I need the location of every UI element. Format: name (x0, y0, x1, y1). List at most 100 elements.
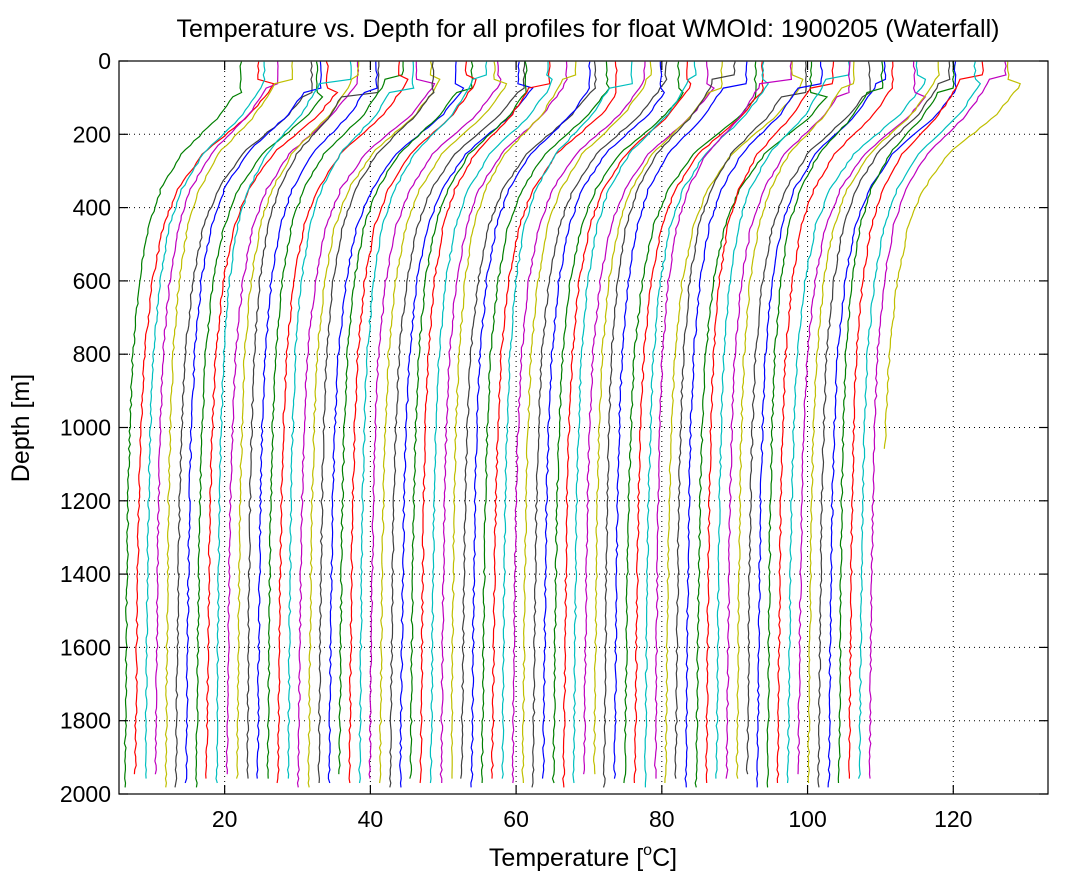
profile-line (745, 61, 871, 775)
profile-line (786, 61, 927, 784)
profile-line (797, 61, 927, 775)
x-axis-label: Temperature [oC] (489, 842, 677, 872)
x-tick-label: 80 (649, 806, 675, 832)
profile-line (246, 61, 380, 779)
profile-line (883, 61, 1021, 449)
x-tick-label: 20 (212, 806, 238, 832)
profile-line (195, 61, 324, 788)
profile-line (133, 61, 275, 775)
profile-line (572, 61, 697, 784)
tick-layer: 20 40 60 80 100 12002004006008001000120014001… (60, 48, 1048, 832)
profile-line (674, 61, 807, 779)
profile-line (827, 61, 957, 788)
profile-line (368, 61, 502, 779)
profile-line (664, 61, 804, 784)
profile-line (551, 61, 684, 784)
x-tick-label: 40 (358, 806, 384, 832)
y-tick-label: 600 (73, 268, 111, 294)
profile-line (807, 61, 940, 784)
profile-line (868, 61, 1007, 779)
y-tick-label: 400 (73, 195, 111, 221)
profile-line (317, 61, 435, 784)
y-tick-label: 1200 (60, 488, 111, 514)
profile-line (583, 61, 715, 775)
x-axis-label-suffix: C] (652, 844, 677, 872)
profile-line (174, 61, 314, 788)
profile-line (684, 61, 823, 788)
profile-line (450, 61, 577, 779)
profile-line (715, 61, 851, 779)
profile-line (184, 61, 322, 784)
profile-line (348, 61, 477, 784)
x-tick-label: 120 (934, 806, 972, 832)
y-tick-label: 1600 (60, 634, 111, 660)
profile-line (205, 61, 339, 779)
y-axis-label: Depth [m] (7, 374, 35, 482)
profile-line (521, 61, 653, 784)
profile-line (766, 61, 884, 788)
profile-line (460, 61, 597, 779)
profile-line (338, 61, 474, 775)
chart-title: Temperature vs. Depth for all profiles f… (176, 15, 999, 43)
x-axis-label-superscript: o (643, 842, 652, 859)
profile-line (694, 61, 829, 788)
y-tick-label: 2000 (60, 781, 111, 807)
profile-line (735, 61, 855, 779)
profile-line (378, 61, 508, 784)
profile-line (409, 61, 528, 779)
profile-line (144, 61, 266, 779)
profile-line (776, 61, 894, 784)
profile-line (613, 61, 748, 779)
profile-line (837, 61, 955, 784)
profile-line (419, 61, 551, 784)
profile-line (256, 61, 379, 779)
profile-line (725, 61, 851, 779)
profile-line (501, 61, 633, 779)
y-tick-label: 800 (73, 341, 111, 367)
profile-line (643, 61, 770, 788)
profile-line (705, 61, 835, 784)
profile-line (623, 61, 757, 784)
profile-line (531, 61, 668, 788)
x-axis-label-text: Temperature [ (489, 844, 643, 872)
profile-line (307, 61, 441, 788)
profile-line (511, 61, 646, 784)
profile-line (164, 61, 294, 788)
profile-line (389, 61, 526, 788)
profile-line (633, 61, 764, 784)
profile-line (602, 61, 736, 788)
profile-line (296, 61, 436, 788)
profile-line (327, 61, 465, 784)
profile-line (817, 61, 951, 788)
profile-line (857, 61, 982, 779)
profile-line (480, 61, 611, 784)
profile-line (266, 61, 405, 779)
profile-line (653, 61, 793, 779)
profile-line (235, 61, 360, 779)
y-tick-label: 200 (73, 121, 111, 147)
profile-line (123, 61, 243, 788)
profile-line (225, 61, 360, 775)
profile-line (848, 61, 984, 779)
y-tick-label: 1800 (60, 708, 111, 734)
x-tick-label: 60 (503, 806, 529, 832)
profile-line (154, 61, 279, 775)
profile-line (541, 61, 666, 779)
profile-line (592, 61, 723, 775)
profile-line (429, 61, 553, 784)
profile-line (399, 61, 534, 788)
profiles-layer (123, 61, 1021, 788)
profile-line (490, 61, 618, 779)
profile-line (439, 61, 568, 784)
profile-line (215, 61, 352, 784)
profile-line (756, 61, 887, 788)
profile-line (562, 61, 692, 788)
y-tick-label: 1400 (60, 561, 111, 587)
x-tick-label: 100 (788, 806, 826, 832)
profile-line (358, 61, 488, 784)
y-tick-label: 0 (98, 48, 111, 74)
profile-line (470, 61, 591, 788)
profile-line (286, 61, 415, 779)
y-tick-label: 1000 (60, 415, 111, 441)
